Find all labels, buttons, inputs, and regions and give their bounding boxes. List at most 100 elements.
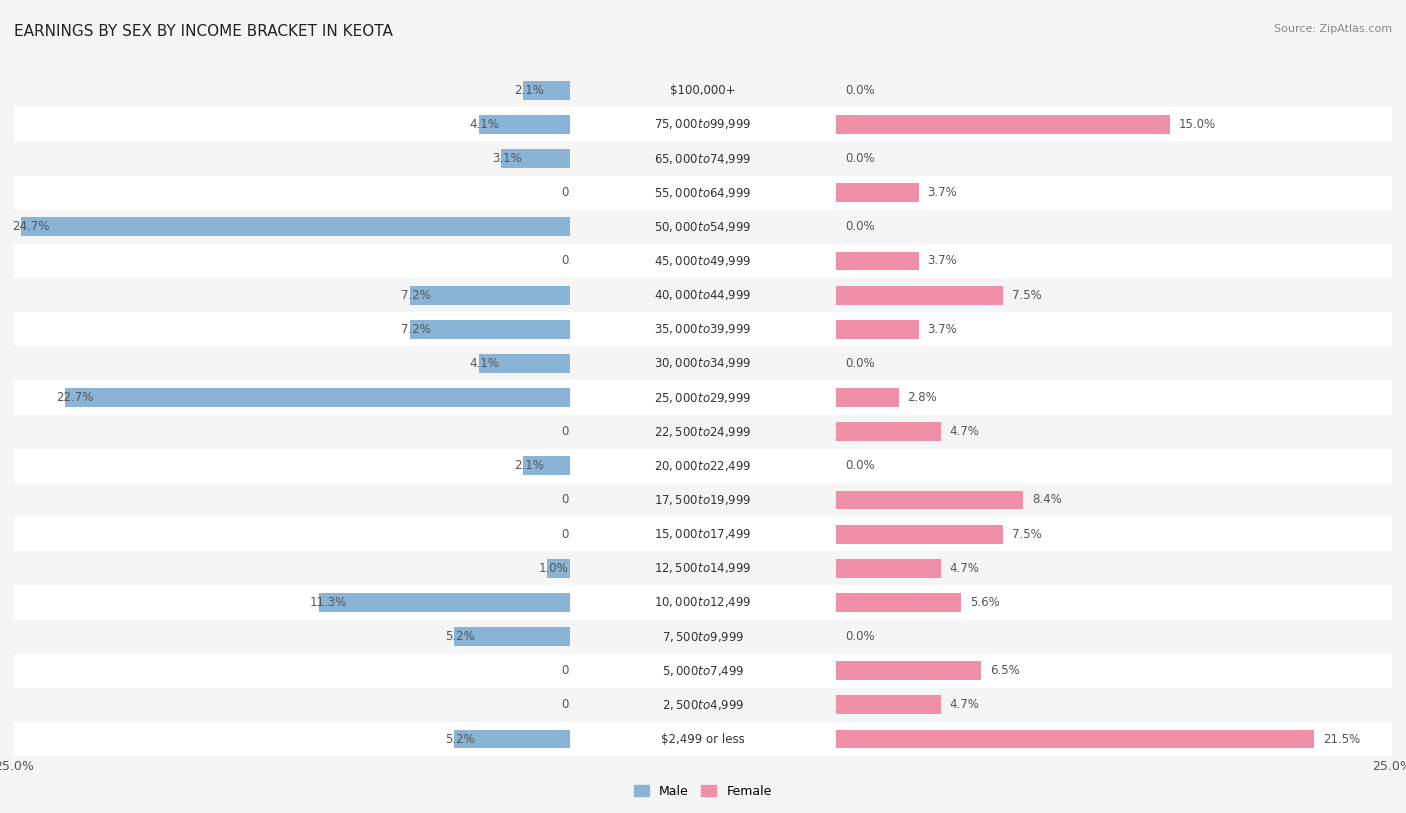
- Text: 24.7%: 24.7%: [11, 220, 49, 233]
- Bar: [569, 73, 837, 107]
- Text: 0.0%: 0.0%: [561, 493, 591, 506]
- Bar: [569, 654, 837, 688]
- Bar: [14, 722, 569, 756]
- Bar: [837, 244, 1392, 278]
- Bar: [569, 244, 837, 278]
- Bar: [569, 551, 837, 585]
- Text: $7,500 to $9,999: $7,500 to $9,999: [662, 629, 744, 644]
- Bar: [501, 149, 569, 168]
- Bar: [14, 415, 569, 449]
- Bar: [837, 312, 1392, 346]
- Bar: [837, 729, 1315, 749]
- Bar: [14, 244, 569, 278]
- Text: 5.2%: 5.2%: [446, 733, 475, 746]
- Text: 0.0%: 0.0%: [845, 84, 875, 97]
- Bar: [837, 517, 1392, 551]
- Text: 6.5%: 6.5%: [990, 664, 1019, 677]
- Text: 11.3%: 11.3%: [309, 596, 347, 609]
- Text: 4.7%: 4.7%: [949, 698, 980, 711]
- Bar: [523, 80, 569, 100]
- Text: Source: ZipAtlas.com: Source: ZipAtlas.com: [1274, 24, 1392, 34]
- Bar: [14, 346, 569, 380]
- Bar: [569, 107, 837, 141]
- Text: 15.0%: 15.0%: [1178, 118, 1216, 131]
- Text: 0.0%: 0.0%: [845, 357, 875, 370]
- Text: $100,000+: $100,000+: [671, 84, 735, 97]
- Text: 2.1%: 2.1%: [515, 84, 544, 97]
- Bar: [837, 107, 1392, 141]
- Text: $55,000 to $64,999: $55,000 to $64,999: [654, 185, 752, 200]
- Bar: [837, 695, 941, 715]
- Text: 2.1%: 2.1%: [515, 459, 544, 472]
- Text: $12,500 to $14,999: $12,500 to $14,999: [654, 561, 752, 576]
- Bar: [547, 559, 569, 578]
- Bar: [478, 115, 569, 134]
- Text: 2.8%: 2.8%: [907, 391, 938, 404]
- Bar: [837, 688, 1392, 722]
- Text: 3.7%: 3.7%: [928, 254, 957, 267]
- Text: 0.0%: 0.0%: [561, 664, 591, 677]
- Text: $65,000 to $74,999: $65,000 to $74,999: [654, 151, 752, 166]
- Bar: [14, 176, 569, 210]
- Bar: [409, 320, 569, 339]
- Bar: [569, 141, 837, 176]
- Text: 0.0%: 0.0%: [561, 698, 591, 711]
- Text: EARNINGS BY SEX BY INCOME BRACKET IN KEOTA: EARNINGS BY SEX BY INCOME BRACKET IN KEO…: [14, 24, 392, 39]
- Text: $50,000 to $54,999: $50,000 to $54,999: [654, 220, 752, 234]
- Bar: [14, 312, 569, 346]
- Text: $25,000 to $29,999: $25,000 to $29,999: [654, 390, 752, 405]
- Text: $10,000 to $12,499: $10,000 to $12,499: [654, 595, 752, 610]
- Bar: [569, 312, 837, 346]
- Text: 4.1%: 4.1%: [470, 357, 499, 370]
- Bar: [14, 380, 569, 415]
- Bar: [14, 688, 569, 722]
- Bar: [14, 620, 569, 654]
- Text: $17,500 to $19,999: $17,500 to $19,999: [654, 493, 752, 507]
- Text: 4.7%: 4.7%: [949, 562, 980, 575]
- Bar: [837, 483, 1392, 517]
- Bar: [14, 73, 569, 107]
- Bar: [14, 278, 569, 312]
- Bar: [569, 346, 837, 380]
- Bar: [837, 585, 1392, 620]
- Bar: [569, 517, 837, 551]
- Bar: [569, 585, 837, 620]
- Bar: [14, 210, 569, 244]
- Bar: [454, 729, 569, 749]
- Bar: [523, 456, 569, 476]
- Text: $2,500 to $4,999: $2,500 to $4,999: [662, 698, 744, 712]
- Bar: [14, 585, 569, 620]
- Text: 0.0%: 0.0%: [845, 630, 875, 643]
- Bar: [837, 422, 941, 441]
- Text: 0.0%: 0.0%: [845, 459, 875, 472]
- Bar: [454, 627, 569, 646]
- Bar: [21, 217, 569, 237]
- Bar: [837, 141, 1392, 176]
- Bar: [837, 320, 918, 339]
- Text: 3.7%: 3.7%: [928, 323, 957, 336]
- Bar: [837, 551, 1392, 585]
- Text: $22,500 to $24,999: $22,500 to $24,999: [654, 424, 752, 439]
- Text: 5.6%: 5.6%: [970, 596, 1000, 609]
- Text: 3.1%: 3.1%: [492, 152, 522, 165]
- Bar: [837, 524, 1002, 544]
- Text: $45,000 to $49,999: $45,000 to $49,999: [654, 254, 752, 268]
- Bar: [837, 559, 941, 578]
- Legend: Male, Female: Male, Female: [630, 780, 776, 802]
- Bar: [837, 73, 1392, 107]
- Bar: [837, 176, 1392, 210]
- Text: 0.0%: 0.0%: [845, 220, 875, 233]
- Bar: [837, 251, 918, 271]
- Bar: [319, 593, 569, 612]
- Text: 0.0%: 0.0%: [561, 425, 591, 438]
- Text: 22.7%: 22.7%: [56, 391, 94, 404]
- Bar: [65, 388, 569, 407]
- Text: 3.7%: 3.7%: [928, 186, 957, 199]
- Text: $30,000 to $34,999: $30,000 to $34,999: [654, 356, 752, 371]
- Text: $40,000 to $44,999: $40,000 to $44,999: [654, 288, 752, 302]
- Text: 4.1%: 4.1%: [470, 118, 499, 131]
- Bar: [569, 176, 837, 210]
- Text: $20,000 to $22,499: $20,000 to $22,499: [654, 459, 752, 473]
- Bar: [569, 483, 837, 517]
- Bar: [569, 688, 837, 722]
